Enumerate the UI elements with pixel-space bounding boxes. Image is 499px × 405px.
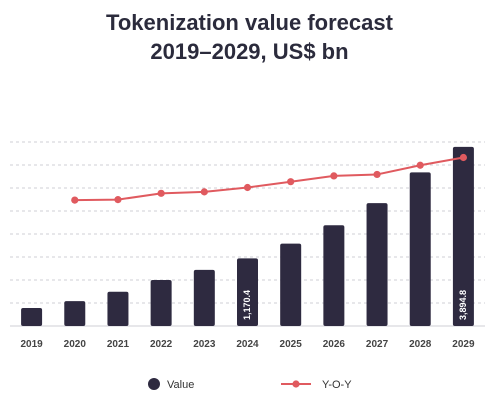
line-point-2027 [373, 170, 381, 179]
line-point-2029 [459, 153, 468, 162]
line-point-2026 [330, 172, 338, 180]
data-label-2024: 1,170.4 [242, 290, 252, 320]
line-point-2021 [114, 196, 122, 204]
chart-title-line1: Tokenization value forecast [106, 10, 393, 35]
x-tick-label-2026: 2026 [323, 339, 346, 350]
bar-2026 [323, 225, 345, 326]
line-point-2028 [416, 161, 424, 169]
chart-title-line2: 2019–2029, US$ bn [150, 39, 349, 64]
bar-series-value [21, 146, 474, 326]
chart-title: Tokenization value forecast 2019–2029, U… [0, 8, 499, 66]
legend: Value Y-O-Y [148, 378, 352, 391]
line-point-2025 [287, 178, 295, 186]
bar-2020 [64, 301, 86, 326]
x-tick-label-2028: 2028 [409, 339, 432, 350]
bar-2025 [280, 243, 302, 326]
bar-2029 [452, 146, 474, 326]
data-label-2029: 3,894.8 [458, 290, 468, 320]
bar-2023 [193, 269, 215, 326]
x-tick-label-2023: 2023 [193, 339, 216, 350]
x-tick-label-2022: 2022 [150, 339, 173, 350]
x-tick-label-2021: 2021 [107, 339, 130, 350]
legend-marker-value [148, 378, 160, 390]
bar-2019 [21, 308, 43, 326]
legend-label-value: Value [167, 379, 194, 391]
bar-2022 [150, 280, 172, 326]
x-tick-label-2025: 2025 [280, 339, 303, 350]
x-tick-label-2020: 2020 [64, 339, 87, 350]
bar-2027 [366, 203, 388, 326]
line-point-2022 [157, 189, 165, 197]
x-tick-label-2029: 2029 [452, 339, 475, 350]
bar-2028 [409, 172, 431, 326]
x-tick-label-2024: 2024 [236, 339, 259, 350]
legend-label-yoy: Y-O-Y [322, 379, 352, 391]
x-tick-label-2027: 2027 [366, 339, 389, 350]
x-tick-label-2019: 2019 [20, 339, 43, 350]
bar-2024 [237, 258, 258, 326]
line-point-2020 [71, 196, 79, 204]
line-point-2023 [200, 188, 208, 196]
bar-2021 [107, 291, 129, 326]
legend-marker-yoy [292, 380, 300, 388]
line-series-yoy [74, 156, 464, 202]
line-point-2024 [243, 183, 252, 192]
